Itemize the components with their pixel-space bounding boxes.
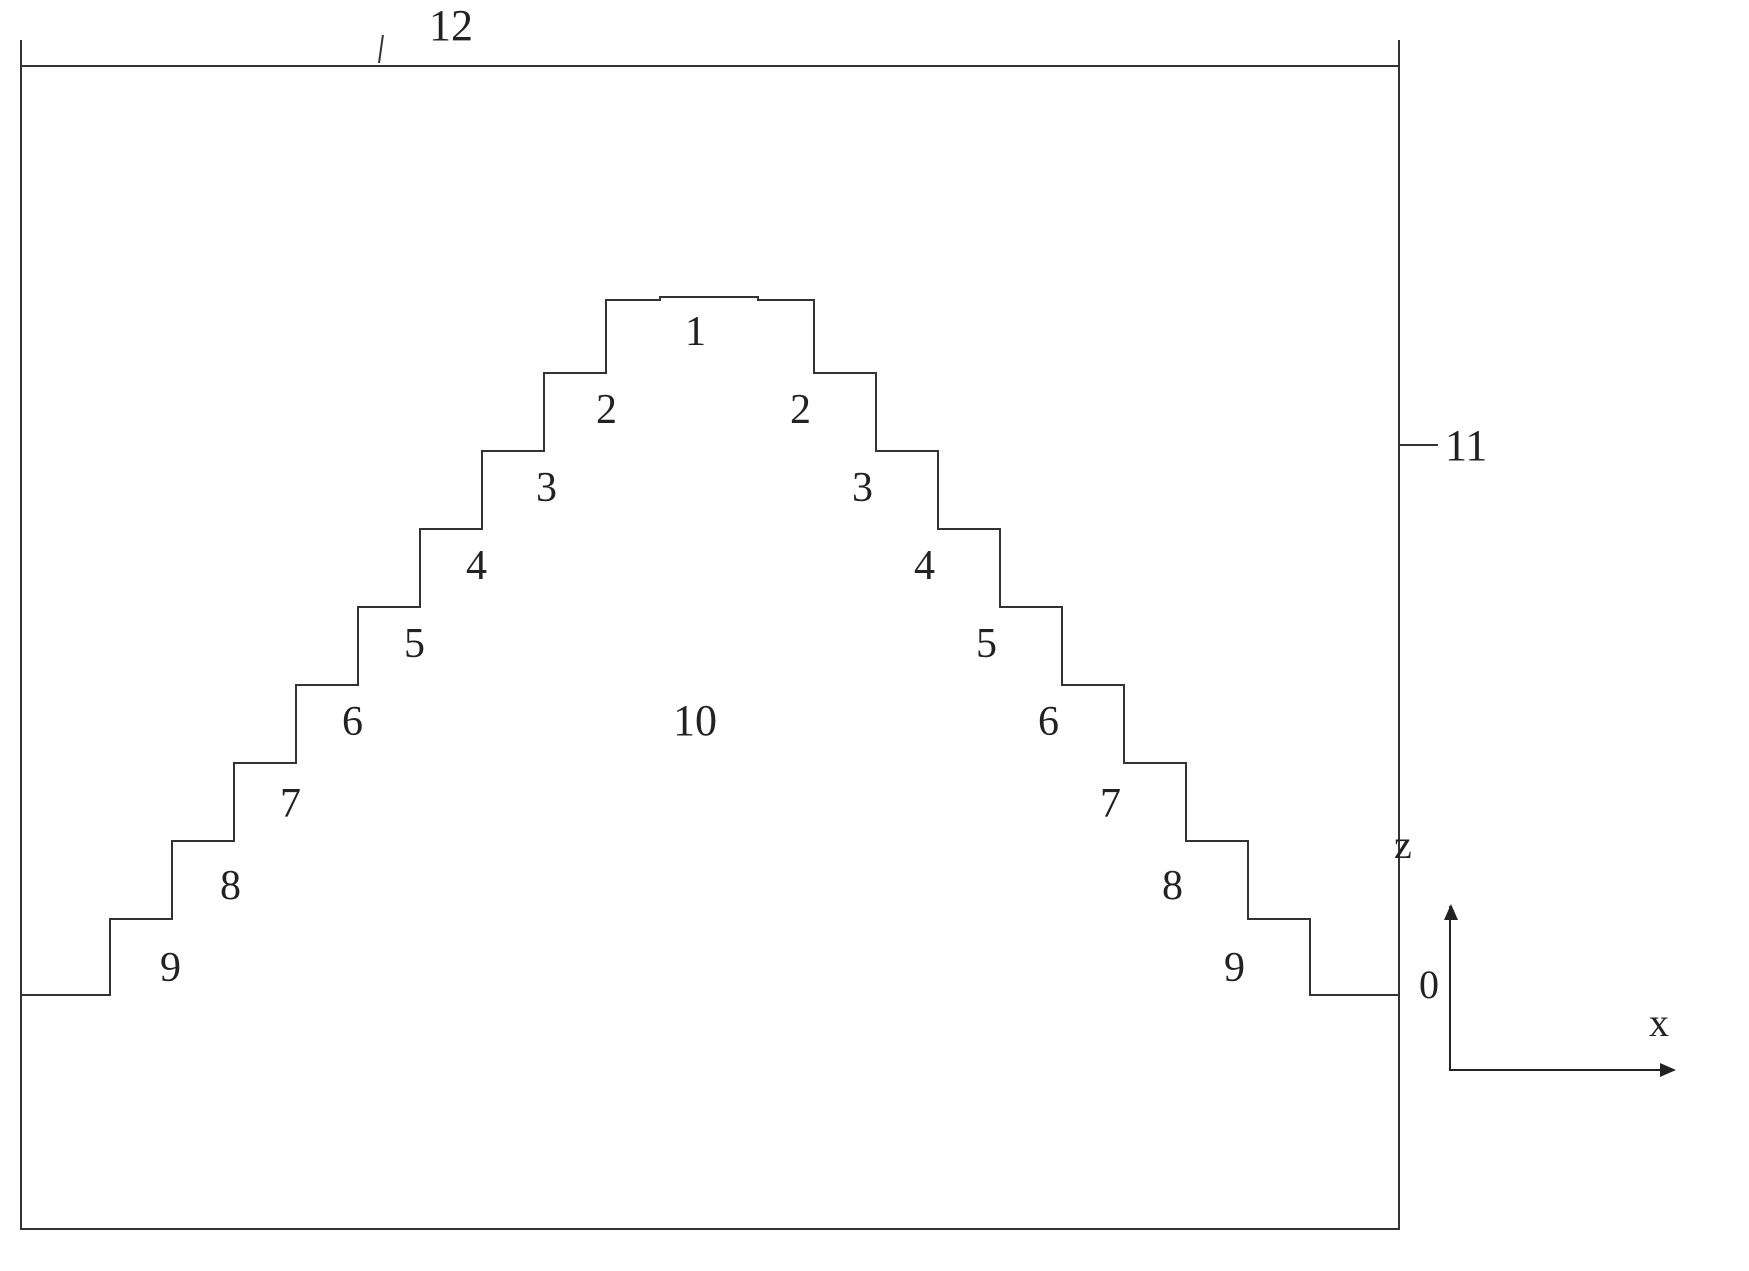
leader-line-11: [1398, 444, 1438, 446]
step-label-9-left: 9: [160, 944, 181, 992]
origin-label: 0: [1419, 961, 1439, 1008]
step-label-9-right: 9: [1224, 944, 1245, 992]
callout-11: 11: [1445, 420, 1487, 471]
step-label-7-left: 7: [280, 780, 301, 828]
step-label-3-left: 3: [536, 464, 557, 512]
step-label-2-left: 2: [596, 386, 617, 434]
x-axis-label: x: [1649, 999, 1669, 1046]
step-label-8-left: 8: [220, 862, 241, 910]
step-label-6-right: 6: [1038, 698, 1059, 746]
stepped-pyramid: [20, 40, 1400, 1230]
z-axis-label: z: [1394, 821, 1412, 868]
step-label-8-right: 8: [1162, 862, 1183, 910]
step-label-7-right: 7: [1100, 780, 1121, 828]
step-label-5-right: 5: [976, 620, 997, 668]
x-axis: [1449, 1069, 1674, 1071]
coordinate-axes: z 0 x: [1449, 831, 1689, 1071]
step-label-3-right: 3: [852, 464, 873, 512]
step-label-4-left: 4: [466, 542, 487, 590]
callout-10: 10: [673, 695, 717, 746]
step-label-6-left: 6: [342, 698, 363, 746]
z-axis: [1449, 906, 1451, 1071]
step-label-1: 1: [685, 308, 706, 356]
step-label-5-left: 5: [404, 620, 425, 668]
step-label-4-right: 4: [914, 542, 935, 590]
diagram-container: 12 11 1 2 3 4 5 6 7 8 9 2 3 4 5 6 7 8 9 …: [20, 40, 1400, 1230]
step-label-2-right: 2: [790, 386, 811, 434]
